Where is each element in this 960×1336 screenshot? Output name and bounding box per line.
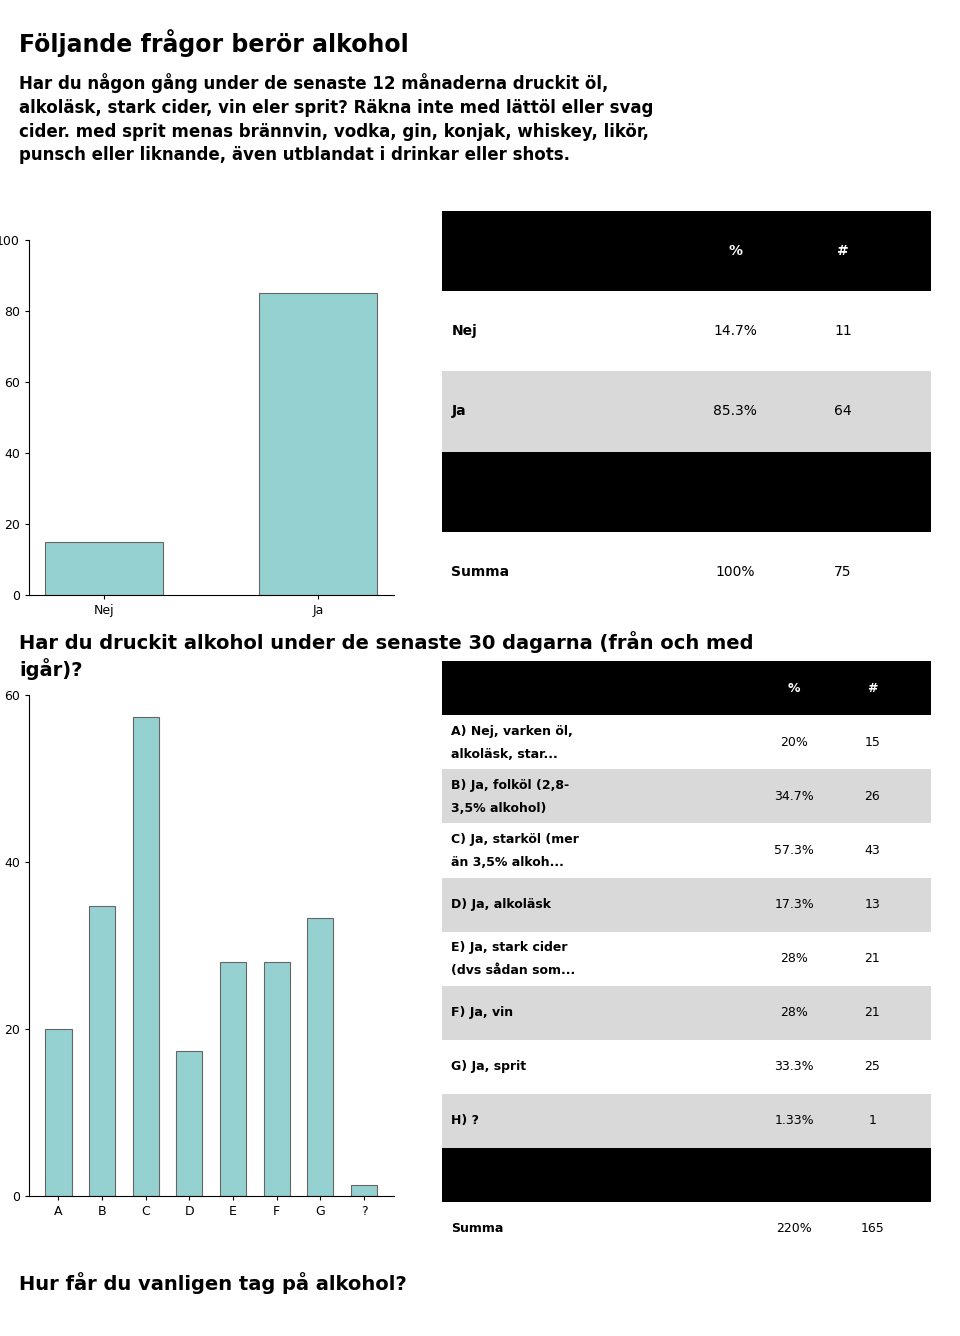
Bar	[442, 770, 931, 823]
Bar	[45, 1029, 72, 1196]
Bar	[442, 452, 931, 532]
Text: än 3,5% alkoh...: än 3,5% alkoh...	[451, 856, 564, 868]
Bar	[442, 1148, 931, 1202]
Bar	[259, 293, 377, 595]
Text: 28%: 28%	[780, 953, 808, 965]
Bar	[442, 878, 931, 931]
Text: (dvs sådan som...: (dvs sådan som...	[451, 965, 576, 977]
Text: 34.7%: 34.7%	[774, 790, 814, 803]
Text: 21: 21	[865, 953, 880, 965]
Text: 15: 15	[865, 736, 880, 749]
Text: 33.3%: 33.3%	[775, 1061, 814, 1073]
Text: 100%: 100%	[715, 565, 756, 578]
Text: Ja: Ja	[451, 405, 466, 418]
Text: B) Ja, folköl (2,8-: B) Ja, folköl (2,8-	[451, 779, 569, 792]
Text: H) ?: H) ?	[451, 1114, 479, 1128]
Bar	[307, 918, 333, 1196]
Text: 17.3%: 17.3%	[774, 898, 814, 911]
Bar	[442, 532, 931, 612]
Text: C) Ja, starköl (mer: C) Ja, starköl (mer	[451, 834, 579, 846]
Text: 1.33%: 1.33%	[775, 1114, 814, 1128]
Text: 26: 26	[865, 790, 880, 803]
Bar	[220, 962, 246, 1196]
Bar	[442, 1202, 931, 1256]
Text: F) Ja, vin: F) Ja, vin	[451, 1006, 514, 1019]
Bar	[264, 962, 290, 1196]
Text: 165: 165	[860, 1222, 884, 1236]
Text: #: #	[867, 681, 877, 695]
Bar	[45, 542, 163, 595]
Text: %: %	[729, 244, 742, 258]
Bar	[442, 211, 931, 291]
Bar	[350, 1185, 377, 1196]
Text: 64: 64	[834, 405, 852, 418]
Text: 13: 13	[865, 898, 880, 911]
Text: E) Ja, stark cider: E) Ja, stark cider	[451, 942, 568, 954]
Text: 11: 11	[834, 325, 852, 338]
Bar	[442, 823, 931, 878]
Text: G) Ja, sprit: G) Ja, sprit	[451, 1061, 526, 1073]
Bar	[442, 931, 931, 986]
Text: 21: 21	[865, 1006, 880, 1019]
Text: Summa: Summa	[451, 565, 510, 578]
Text: D) Ja, alkoläsk: D) Ja, alkoläsk	[451, 898, 551, 911]
Text: Har du druckit alkohol under de senaste 30 dagarna (från och med
igår)?: Har du druckit alkohol under de senaste …	[19, 631, 754, 680]
Text: 85.3%: 85.3%	[713, 405, 757, 418]
Bar	[177, 1051, 203, 1196]
Text: Hur får du vanligen tag på alkohol?: Hur får du vanligen tag på alkohol?	[19, 1272, 407, 1293]
Text: #: #	[837, 244, 849, 258]
Bar	[132, 717, 158, 1196]
Text: Har du någon gång under de senaste 12 månaderna druckit öl,
alkoläsk, stark cide: Har du någon gång under de senaste 12 må…	[19, 73, 654, 164]
Text: A) Nej, varken öl,: A) Nej, varken öl,	[451, 725, 573, 737]
Text: 220%: 220%	[777, 1222, 812, 1236]
Bar	[442, 371, 931, 452]
Text: 25: 25	[865, 1061, 880, 1073]
Text: %: %	[788, 681, 801, 695]
Text: 1: 1	[869, 1114, 876, 1128]
Bar	[89, 906, 115, 1196]
Bar	[442, 1039, 931, 1094]
Text: 3,5% alkohol): 3,5% alkohol)	[451, 802, 547, 815]
Bar	[442, 986, 931, 1039]
Text: 20%: 20%	[780, 736, 808, 749]
Bar	[442, 715, 931, 770]
Text: Följande frågor berör alkohol: Följande frågor berör alkohol	[19, 29, 409, 57]
Text: 43: 43	[865, 844, 880, 856]
Text: 57.3%: 57.3%	[774, 844, 814, 856]
Text: Nej: Nej	[451, 325, 477, 338]
Text: alkoläsk, star...: alkoläsk, star...	[451, 748, 558, 760]
Bar	[442, 661, 931, 715]
Text: 28%: 28%	[780, 1006, 808, 1019]
Text: 14.7%: 14.7%	[713, 325, 757, 338]
Text: Summa: Summa	[451, 1222, 504, 1236]
Text: 75: 75	[834, 565, 852, 578]
Bar	[442, 1094, 931, 1148]
Bar	[442, 291, 931, 371]
